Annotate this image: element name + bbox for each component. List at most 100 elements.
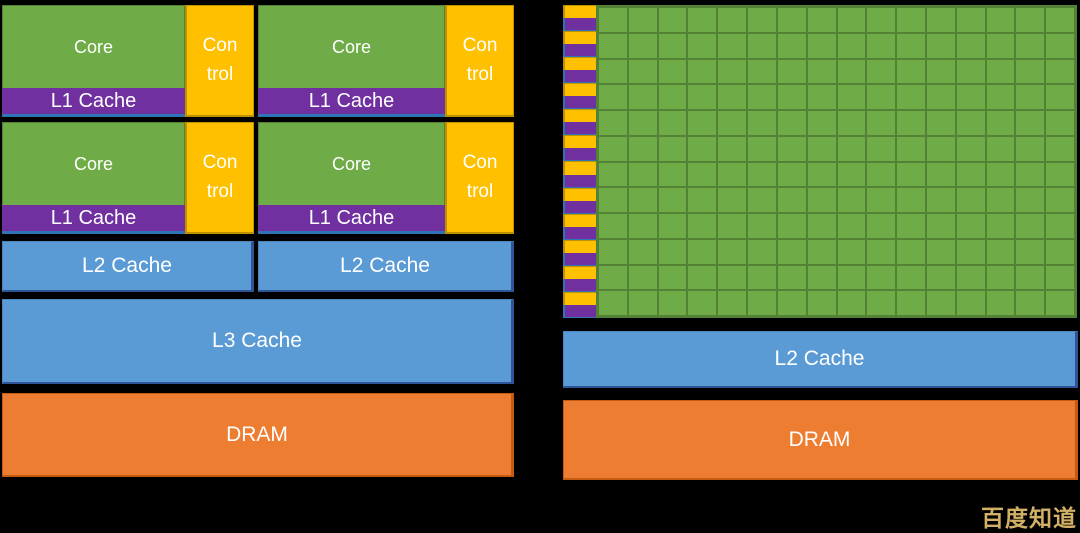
l1-cache-label: L1 Cache xyxy=(50,206,137,229)
gpu-core-cell xyxy=(598,110,628,136)
l1-cache-bar: L1 Cache xyxy=(258,205,445,231)
gpu-core-cell xyxy=(806,110,837,136)
cpu-l2-cache-right: L2 Cache xyxy=(258,241,514,292)
gpu-core-cell xyxy=(776,213,807,239)
gpu-core-cell xyxy=(925,135,956,162)
gpu-core-cell xyxy=(627,135,658,162)
gpu-l1-stripe xyxy=(563,96,596,110)
gpu-core-cell xyxy=(836,264,867,291)
gpu-core-cell xyxy=(985,238,1016,265)
gpu-core-cell xyxy=(598,84,628,110)
gpu-l1-stripe xyxy=(563,226,596,240)
gpu-core-cell xyxy=(657,290,688,316)
gpu-control-stripe xyxy=(563,135,596,149)
gpu-core-cell xyxy=(598,264,628,291)
gpu-control-stripe xyxy=(563,239,596,253)
gpu-core-cell xyxy=(657,110,688,136)
gpu-core-cell xyxy=(687,84,718,110)
gpu-core-cell xyxy=(657,187,688,213)
gpu-core-cell xyxy=(1015,58,1046,85)
gpu-core-cell xyxy=(866,187,897,213)
gpu-core-cell xyxy=(866,238,897,265)
gpu-core-cell xyxy=(1015,110,1046,136)
gpu-l1-stripe xyxy=(563,148,596,162)
gpu-core-cell xyxy=(896,7,926,33)
gpu-core-cell xyxy=(866,213,897,239)
control-label: Con trol xyxy=(462,35,498,85)
gpu-core-cell xyxy=(896,135,926,162)
gpu-core-cell xyxy=(687,58,718,85)
gpu-core-cell xyxy=(806,213,837,239)
gpu-core-cell xyxy=(627,58,658,85)
gpu-core-cell xyxy=(836,135,867,162)
gpu-core-cell xyxy=(717,161,748,188)
gpu-core-cell xyxy=(896,58,926,85)
gpu-control-stripe xyxy=(563,109,596,123)
gpu-core-cell xyxy=(866,58,897,85)
gpu-core-cell xyxy=(1045,58,1075,85)
gpu-l1-stripe xyxy=(563,44,596,58)
gpu-core-cell xyxy=(717,187,748,213)
gpu-core-cell xyxy=(657,238,688,265)
gpu-core-cell xyxy=(747,84,777,110)
gpu-core-cell xyxy=(687,187,718,213)
gpu-core-cell xyxy=(776,264,807,291)
gpu-control-l1-stripes xyxy=(563,5,596,318)
gpu-core-cell xyxy=(806,187,837,213)
control-label: Con trol xyxy=(462,152,498,202)
l1-cache-blue-edge xyxy=(2,231,185,234)
gpu-core-cell xyxy=(598,58,628,85)
gpu-core-cell xyxy=(896,32,926,59)
gpu-stripe-row xyxy=(563,291,596,318)
gpu-core-cell xyxy=(1015,213,1046,239)
cpu-dram: DRAM xyxy=(2,393,514,477)
gpu-core-cell xyxy=(747,187,777,213)
gpu-core-cell xyxy=(896,84,926,110)
gpu-core-cell xyxy=(925,7,956,33)
gpu-core-cell xyxy=(598,135,628,162)
gpu-core-cell xyxy=(717,238,748,265)
core-label: Core xyxy=(331,36,371,57)
gpu-core-cell xyxy=(955,264,986,291)
gpu-core-cell xyxy=(985,213,1016,239)
gpu-core-cell xyxy=(925,58,956,85)
gpu-core-cell xyxy=(806,84,837,110)
gpu-core-cell xyxy=(627,7,658,33)
gpu-l1-stripe xyxy=(563,304,596,318)
gpu-core-cell xyxy=(836,213,867,239)
gpu-stripe-row xyxy=(563,83,596,110)
gpu-l1-stripe xyxy=(563,18,596,32)
l1-cache-label: L1 Cache xyxy=(308,206,395,229)
gpu-core-cell xyxy=(687,7,718,33)
gpu-core-cell xyxy=(836,187,867,213)
gpu-stripe-row xyxy=(563,135,596,162)
gpu-l1-stripe xyxy=(563,200,596,214)
gpu-core-cell xyxy=(1045,213,1075,239)
gpu-core-cell xyxy=(747,290,777,316)
gpu-core-cell xyxy=(866,110,897,136)
gpu-core-cell xyxy=(776,187,807,213)
gpu-core-cell xyxy=(955,213,986,239)
gpu-core-cell xyxy=(657,32,688,59)
gpu-core-cell xyxy=(776,238,807,265)
gpu-core-cell xyxy=(985,32,1016,59)
gpu-control-stripe xyxy=(563,265,596,279)
gpu-core-cell xyxy=(866,32,897,59)
gpu-core-cell xyxy=(657,213,688,239)
gpu-core-cell xyxy=(985,135,1016,162)
gpu-core-cell xyxy=(955,161,986,188)
gpu-core-cell xyxy=(1015,161,1046,188)
gpu-core-cell xyxy=(1045,32,1075,59)
gpu-core-cell xyxy=(836,84,867,110)
gpu-core-cell xyxy=(717,84,748,110)
gpu-core-cell xyxy=(1015,135,1046,162)
gpu-core-cell xyxy=(896,110,926,136)
gpu-core-cell xyxy=(776,135,807,162)
gpu-core-cell xyxy=(925,161,956,188)
gpu-core-cell xyxy=(747,32,777,59)
gpu-core-cell xyxy=(806,135,837,162)
gpu-l1-stripe xyxy=(563,252,596,266)
gpu-core-cell xyxy=(896,161,926,188)
gpu-core-cell xyxy=(747,213,777,239)
gpu-core-cell xyxy=(747,7,777,33)
